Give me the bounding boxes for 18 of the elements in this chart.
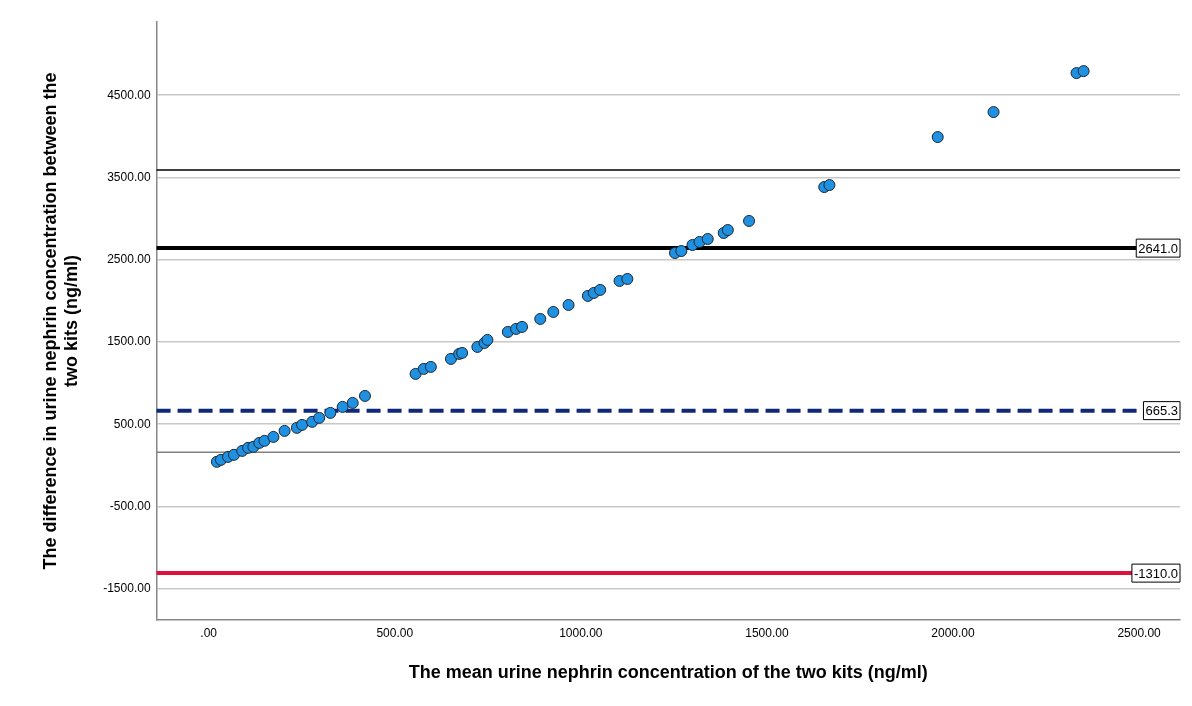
y-axis-title: The difference in urine nephrin concentration between the two kits (ng/ml) (39, 72, 82, 570)
y-tick-label: 1500.00 (107, 334, 151, 349)
x-tick-label: 2500.00 (1117, 625, 1162, 640)
x-axis-title: The mean urine nephrin concentration of the two kits (ng/ml) (408, 662, 928, 683)
x-tick-label: 500.00 (376, 625, 414, 640)
ref-line-label: 665.3 (1145, 403, 1179, 419)
ref-line-label: 2641.0 (1138, 240, 1178, 256)
x-tick-label: 1000.00 (559, 625, 603, 640)
y-tick-label: -500.00 (109, 498, 151, 513)
y-tick-label: 4500.00 (107, 87, 151, 102)
y-tick-label: -1500.00 (103, 581, 151, 596)
y-tick-label: 2500.00 (107, 252, 151, 267)
ref-line-label: -1310.0 (1133, 565, 1178, 581)
x-tick-label: .00 (200, 625, 218, 640)
y-tick-label: 3500.00 (107, 169, 151, 184)
x-tick-label: 2000.00 (931, 625, 975, 640)
y-tick-label: 500.00 (113, 416, 151, 431)
x-tick-label: 1500.00 (745, 625, 789, 640)
